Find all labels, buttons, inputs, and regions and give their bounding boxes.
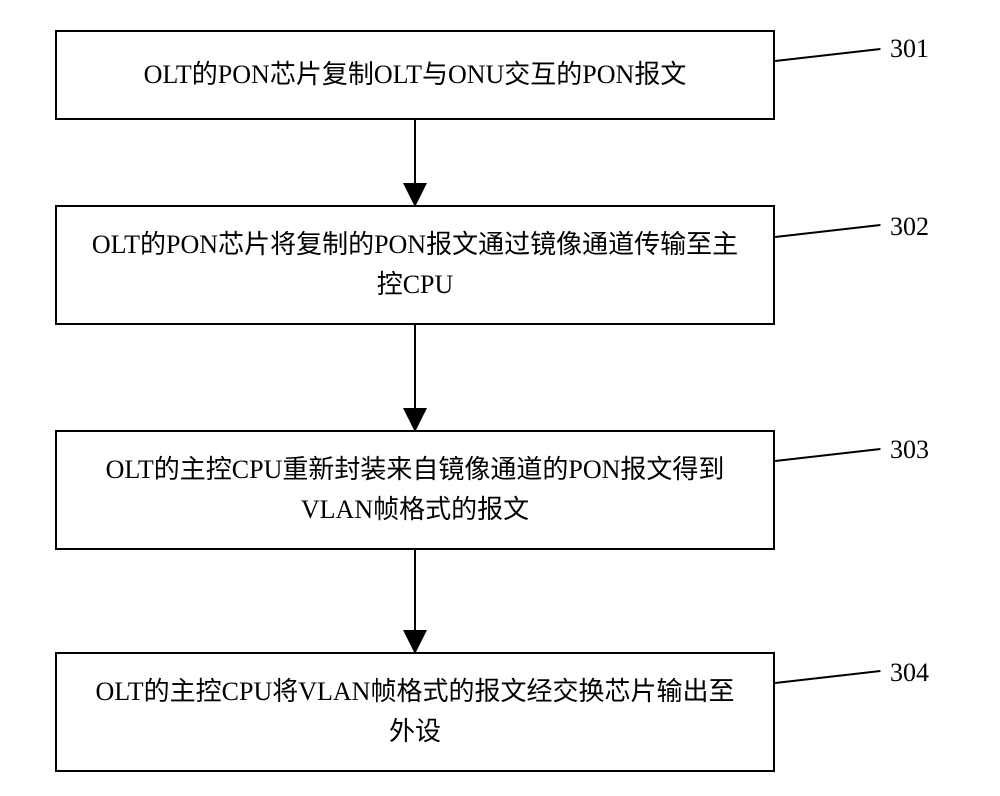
step-label: 302 xyxy=(890,212,929,242)
leader-line xyxy=(775,224,880,238)
flowchart-node-text: OLT的PON芯片复制OLT与ONU交互的PON报文 xyxy=(144,55,687,95)
flowchart-node-text: OLT的主控CPU重新封装来自镜像通道的PON报文得到VLAN帧格式的报文 xyxy=(87,450,743,531)
step-label-text: 302 xyxy=(890,212,929,241)
flowchart-node: OLT的主控CPU将VLAN帧格式的报文经交换芯片输出至外设 xyxy=(55,652,775,772)
leader-line xyxy=(775,448,880,462)
leader-line xyxy=(775,48,880,62)
flowchart-node-text: OLT的PON芯片将复制的PON报文通过镜像通道传输至主控CPU xyxy=(87,225,743,306)
flowchart-canvas: OLT的PON芯片复制OLT与ONU交互的PON报文 301 OLT的PON芯片… xyxy=(0,0,1000,796)
step-label: 303 xyxy=(890,435,929,465)
flowchart-node: OLT的PON芯片将复制的PON报文通过镜像通道传输至主控CPU xyxy=(55,205,775,325)
leader-line xyxy=(775,670,880,684)
flowchart-node: OLT的主控CPU重新封装来自镜像通道的PON报文得到VLAN帧格式的报文 xyxy=(55,430,775,550)
step-label: 301 xyxy=(890,34,929,64)
step-label-text: 303 xyxy=(890,435,929,464)
step-label-text: 304 xyxy=(890,658,929,687)
step-label: 304 xyxy=(890,658,929,688)
step-label-text: 301 xyxy=(890,34,929,63)
flowchart-node-text: OLT的主控CPU将VLAN帧格式的报文经交换芯片输出至外设 xyxy=(87,672,743,753)
flowchart-node: OLT的PON芯片复制OLT与ONU交互的PON报文 xyxy=(55,30,775,120)
